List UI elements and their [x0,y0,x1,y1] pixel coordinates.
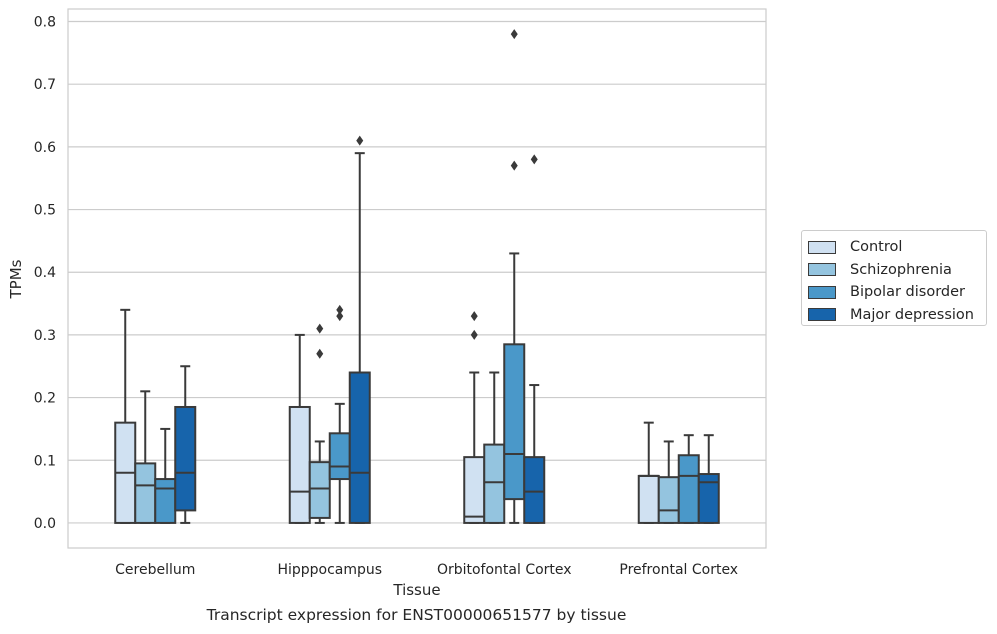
x-tick-label: Cerebellum [115,562,195,578]
box [308,461,331,519]
x-tick-label: Orbitofontal Cortex [437,562,572,578]
legend-item: Bipolar disorder [808,281,986,304]
y-gridlines [68,20,766,524]
legend-label: Schizophrenia [850,261,952,278]
box [697,473,720,524]
legend-swatch [808,240,836,254]
y-axis-label: TPMs [7,259,25,299]
box [174,405,197,512]
legend-label: Bipolar disorder [850,284,965,301]
legend-label: Major depression [850,306,974,323]
box [348,371,371,524]
x-tick-label: Hipppocampus [277,562,382,578]
box [483,443,506,524]
outlier-point [470,329,478,340]
outlier-point [510,160,518,171]
box [134,462,157,524]
legend: Control Schizophrenia Bipolar disorder Majo… [801,230,987,326]
outlier-point [530,154,538,165]
y-tick-label: 0.3 [34,328,56,344]
legend-swatch [808,263,836,277]
outlier-point [336,311,344,322]
x-axis-label: Tissue [392,581,440,599]
box [657,476,680,524]
outlier-point [510,29,518,40]
box-plot-area [114,29,720,524]
box [463,456,486,524]
legend-item: Schizophrenia [808,259,986,282]
outlier-point [336,304,344,315]
outlier-point [470,311,478,322]
y-tick-label: 0.4 [34,265,56,281]
legend-swatch [808,285,836,299]
x-axis-ticks: Cerebellum Hipppocampus Orbitofontal Corte… [115,562,738,578]
y-tick-label: 0.1 [34,453,56,469]
legend-swatch [808,308,836,322]
legend-item: Major depression [808,304,986,327]
y-axis-ticks: 0.0 0.1 0.2 0.3 0.4 0.5 0.6 0.7 0.8 [34,15,56,532]
chart-caption: Transcript expression for ENST0000065157… [206,606,627,624]
box [503,343,526,501]
outlier-point [356,135,364,146]
box [637,474,660,524]
outlier-point [316,323,324,334]
legend-label: Control [850,239,903,256]
box [677,454,700,524]
y-tick-label: 0.0 [34,516,56,532]
y-tick-label: 0.2 [34,391,56,407]
box [328,432,351,481]
box [154,478,177,524]
y-tick-label: 0.5 [34,203,56,219]
outlier-point [316,348,324,359]
plot-frame [67,8,767,549]
legend-item: Control [808,236,986,259]
box [288,405,311,524]
box [523,456,546,524]
x-tick-label: Prefrontal Cortex [619,562,738,578]
y-tick-label: 0.6 [34,140,56,156]
y-tick-label: 0.7 [34,77,56,93]
y-tick-label: 0.8 [34,15,56,31]
